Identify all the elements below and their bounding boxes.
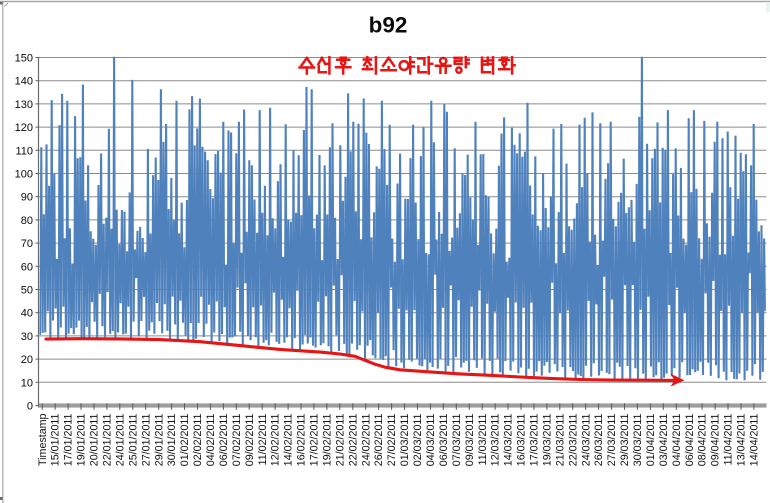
svg-text:19/02/2011: 19/02/2011	[322, 413, 334, 466]
svg-text:22/03/2011: 22/03/2011	[567, 413, 579, 466]
svg-text:40: 40	[21, 308, 33, 320]
svg-text:Timestamp: Timestamp	[37, 413, 49, 466]
svg-text:01/02/2011: 01/02/2011	[179, 413, 191, 466]
svg-text:0: 0	[27, 401, 33, 413]
svg-text:80: 80	[21, 215, 33, 227]
svg-text:17/01/2011: 17/01/2011	[63, 413, 75, 466]
svg-text:04/04/2011: 04/04/2011	[671, 413, 683, 466]
svg-text:06/03/2011: 06/03/2011	[438, 413, 450, 466]
svg-text:04/03/2011: 04/03/2011	[425, 413, 437, 466]
svg-text:13/04/2011: 13/04/2011	[736, 413, 748, 466]
svg-text:30/03/2011: 30/03/2011	[632, 413, 644, 466]
svg-text:27/02/2011: 27/02/2011	[386, 413, 398, 466]
svg-text:14/04/2011: 14/04/2011	[749, 413, 761, 466]
svg-text:19/03/2011: 19/03/2011	[542, 413, 554, 466]
svg-text:09/04/2011: 09/04/2011	[710, 413, 722, 466]
svg-text:24/03/2011: 24/03/2011	[580, 413, 592, 466]
svg-text:150: 150	[15, 53, 33, 65]
svg-text:02/02/2011: 02/02/2011	[192, 413, 204, 466]
svg-text:30: 30	[21, 331, 33, 343]
svg-text:100: 100	[15, 169, 33, 181]
svg-text:12/02/2011: 12/02/2011	[270, 413, 282, 466]
svg-text:26/02/2011: 26/02/2011	[373, 413, 385, 466]
svg-text:09/02/2011: 09/02/2011	[244, 413, 256, 466]
svg-text:70: 70	[21, 238, 33, 250]
svg-text:10: 10	[21, 377, 33, 389]
svg-text:20: 20	[21, 354, 33, 366]
svg-text:11/02/2011: 11/02/2011	[257, 413, 269, 465]
svg-text:06/04/2011: 06/04/2011	[684, 413, 696, 466]
svg-text:22/02/2011: 22/02/2011	[347, 413, 359, 466]
svg-text:25/01/2011: 25/01/2011	[127, 413, 139, 466]
svg-text:60: 60	[21, 261, 33, 273]
svg-text:19/01/2011: 19/01/2011	[76, 413, 88, 466]
svg-text:b92: b92	[369, 13, 408, 38]
svg-text:01/03/2011: 01/03/2011	[399, 413, 411, 466]
svg-text:120: 120	[15, 122, 33, 134]
svg-text:08/04/2011: 08/04/2011	[697, 413, 709, 466]
svg-text:26/03/2011: 26/03/2011	[593, 413, 605, 466]
svg-text:07/03/2011: 07/03/2011	[451, 413, 463, 466]
svg-text:11/03/2011: 11/03/2011	[477, 413, 489, 465]
svg-text:14/03/2011: 14/03/2011	[503, 413, 515, 466]
svg-text:15/01/2011: 15/01/2011	[50, 413, 62, 466]
svg-text:50: 50	[21, 285, 33, 297]
svg-text:140: 140	[15, 76, 33, 88]
svg-text:21/02/2011: 21/02/2011	[334, 413, 346, 466]
svg-text:09/03/2011: 09/03/2011	[464, 413, 476, 466]
svg-text:11/04/2011: 11/04/2011	[723, 413, 735, 465]
svg-text:27/03/2011: 27/03/2011	[606, 413, 618, 466]
svg-text:22/01/2011: 22/01/2011	[102, 413, 114, 466]
svg-text:130: 130	[15, 99, 33, 111]
svg-text:07/02/2011: 07/02/2011	[231, 413, 243, 466]
svg-text:29/01/2011: 29/01/2011	[153, 413, 165, 466]
svg-text:17/03/2011: 17/03/2011	[529, 413, 541, 466]
svg-text:03/04/2011: 03/04/2011	[658, 413, 670, 466]
svg-text:29/03/2011: 29/03/2011	[619, 413, 631, 466]
svg-text:04/02/2011: 04/02/2011	[205, 413, 217, 466]
svg-text:20/01/2011: 20/01/2011	[89, 413, 101, 466]
svg-text:17/02/2011: 17/02/2011	[309, 413, 321, 466]
svg-text:24/01/2011: 24/01/2011	[114, 413, 126, 466]
svg-text:12/03/2011: 12/03/2011	[490, 413, 502, 466]
svg-text:16/02/2011: 16/02/2011	[296, 413, 308, 466]
svg-text:14/02/2011: 14/02/2011	[283, 413, 295, 466]
svg-text:110: 110	[15, 145, 33, 157]
svg-text:27/01/2011: 27/01/2011	[140, 413, 152, 466]
svg-text:24/02/2011: 24/02/2011	[360, 413, 372, 466]
svg-text:21/03/2011: 21/03/2011	[554, 413, 566, 466]
svg-text:16/03/2011: 16/03/2011	[516, 413, 528, 466]
svg-text:06/02/2011: 06/02/2011	[218, 413, 230, 466]
svg-text:30/01/2011: 30/01/2011	[166, 413, 178, 466]
svg-text:01/04/2011: 01/04/2011	[645, 413, 657, 466]
svg-text:02/03/2011: 02/03/2011	[412, 413, 424, 466]
svg-text:90: 90	[21, 192, 33, 204]
